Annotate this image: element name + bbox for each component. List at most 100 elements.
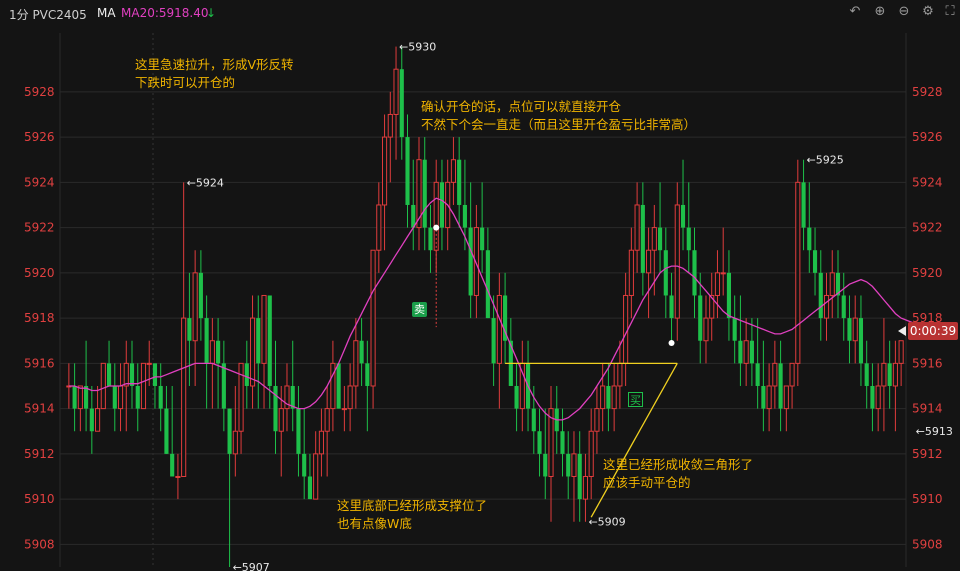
candle-body <box>100 362 106 410</box>
candle-body <box>296 408 301 454</box>
candle-body <box>192 272 198 342</box>
candle-body <box>807 227 812 251</box>
exit-dot <box>668 339 675 346</box>
candle-body <box>881 362 887 387</box>
candle-body <box>72 385 77 409</box>
candle-body <box>858 318 864 364</box>
candle-body <box>864 363 869 386</box>
candle-body <box>594 408 600 432</box>
sell-marker[interactable]: 卖 <box>412 302 427 317</box>
annotation-line: 也有点像W底 <box>337 516 412 531</box>
y-tick-label-right: 5914 <box>912 402 943 416</box>
candle-body <box>514 385 519 409</box>
candle-body <box>84 385 89 409</box>
candle-body <box>170 453 175 477</box>
candle-body <box>766 385 772 410</box>
fullscreen-icon[interactable]: ⛶ <box>945 4 955 19</box>
candle-body <box>89 408 94 432</box>
candle-body <box>823 294 830 319</box>
candle-body <box>164 408 169 454</box>
annotation-line: 这里底部已经形成支撑位了 <box>337 498 488 513</box>
candle-body <box>496 294 502 364</box>
annotation-line: 这里已经形成收敛三角形了 <box>603 457 754 472</box>
candle-body <box>399 69 404 138</box>
annotation-support: 这里底部已经形成支撑位了 也有点像W底 <box>337 497 487 533</box>
candle-body <box>181 317 187 477</box>
candle-body <box>227 408 232 454</box>
candle-body <box>548 408 554 477</box>
candle-body <box>152 363 158 386</box>
candle-body <box>278 408 284 432</box>
candle-body <box>669 295 674 319</box>
candle-body <box>158 385 163 409</box>
candle-body <box>307 476 313 500</box>
annotation-line: 下跌时可以开仓的 <box>135 75 236 90</box>
ma-label[interactable]: MA <box>97 6 116 20</box>
y-tick-label-left: 5922 <box>24 221 55 235</box>
candle-body <box>198 272 203 319</box>
annotation-line: 这里急速拉升，形成V形反转 <box>135 57 294 72</box>
candle-body <box>651 227 657 251</box>
candle-body <box>560 431 565 454</box>
y-tick-label-right: 5922 <box>912 221 943 235</box>
candle-body <box>77 385 83 410</box>
candle-body <box>795 181 801 364</box>
candle-body <box>789 362 795 387</box>
y-tick-label-right: 5920 <box>912 266 943 280</box>
candle-body <box>216 340 221 364</box>
candle-body <box>187 318 192 341</box>
y-tick-label-left: 5914 <box>24 402 55 416</box>
y-tick-label-left: 5910 <box>24 492 55 506</box>
candle-body <box>106 363 112 386</box>
y-tick-label-right: 5926 <box>912 130 943 144</box>
price-extreme-label: ←5930 <box>399 41 436 54</box>
price-extreme-label: ←5909 <box>588 516 625 529</box>
candle-body <box>450 159 456 183</box>
candle-body <box>703 317 709 342</box>
y-tick-label-right: 5910 <box>912 492 943 506</box>
candle-body <box>663 250 668 296</box>
candle-body <box>628 249 634 296</box>
candle-body <box>537 431 542 454</box>
zoom-in-icon[interactable]: ⊕ <box>874 4 886 19</box>
y-tick-label-right: 5916 <box>912 356 943 370</box>
candle-body <box>582 475 589 500</box>
y-tick-label-right: 5912 <box>912 447 943 461</box>
candle-body <box>709 294 715 319</box>
candle-body <box>393 68 399 115</box>
candle-body <box>376 204 382 251</box>
y-tick-label-left: 5918 <box>24 311 55 325</box>
y-tick-label-left: 5926 <box>24 130 55 144</box>
candle-body <box>353 340 359 387</box>
period-label[interactable]: 1分 PVC2405 <box>9 8 87 22</box>
undo-icon[interactable]: ↶ <box>849 4 861 19</box>
candle-body <box>330 362 336 410</box>
candle-body <box>95 408 101 432</box>
candle-body <box>674 204 680 319</box>
buy-marker[interactable]: 买 <box>628 392 643 407</box>
entry-dot <box>433 224 440 231</box>
candle-body <box>577 453 582 500</box>
candle-body <box>290 385 295 409</box>
arrow-down-icon: ↓ <box>206 6 217 20</box>
y-tick-label-left: 5920 <box>24 266 55 280</box>
candle-body <box>416 159 422 229</box>
candle-body <box>485 250 490 319</box>
settings-icon[interactable]: ⚙ <box>922 4 934 19</box>
candle-body <box>249 317 256 387</box>
candle-body <box>433 181 439 251</box>
candle-body <box>720 272 726 275</box>
candle-body <box>422 159 427 228</box>
candle-body <box>324 408 330 432</box>
candle-body <box>238 362 244 432</box>
candle-body <box>571 453 577 477</box>
candle-body <box>318 430 324 455</box>
candle-body <box>244 363 249 386</box>
zoom-out-icon[interactable]: ⊖ <box>898 4 910 19</box>
candle-body <box>261 294 267 364</box>
candle-body <box>761 385 766 409</box>
candle-body <box>365 363 370 386</box>
candle-body <box>387 113 393 138</box>
candle-body <box>359 340 364 364</box>
